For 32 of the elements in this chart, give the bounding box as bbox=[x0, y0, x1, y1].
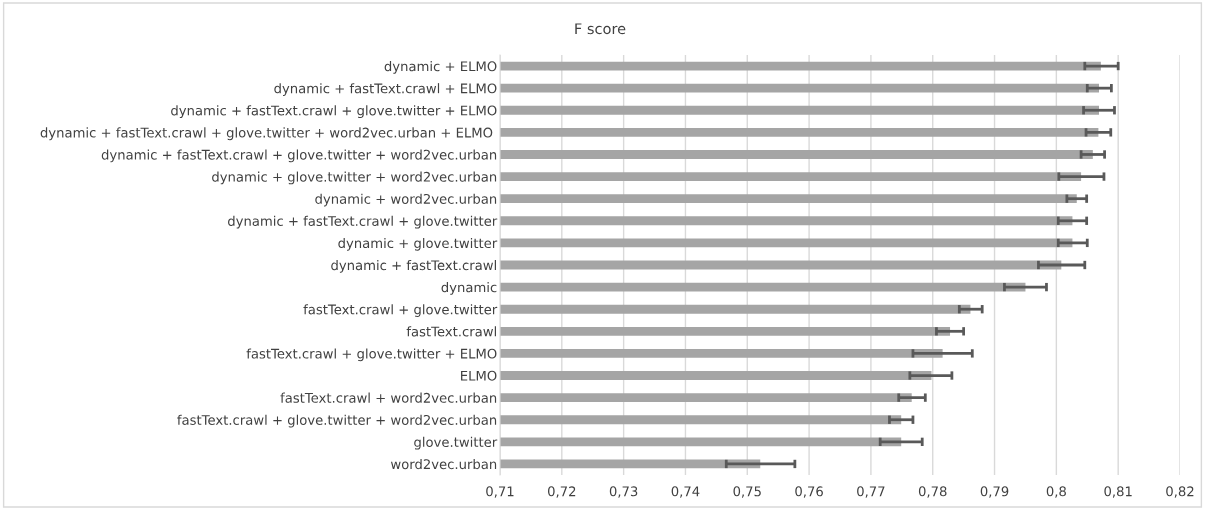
y-tick-label: fastText.crawl + glove.twitter bbox=[303, 304, 498, 317]
x-tick-label: 0,78 bbox=[918, 486, 947, 498]
x-tick-label: 0,77 bbox=[857, 486, 885, 498]
y-tick-label: dynamic + ELMO bbox=[384, 61, 497, 74]
y-tick-label: glove.twitter bbox=[414, 436, 498, 450]
y-tick-label: dynamic + fastText.crawl bbox=[331, 259, 496, 273]
y-tick-label: dynamic + glove.twitter + word2vec.urban bbox=[212, 171, 497, 185]
y-tick-label: dynamic + word2vec.urban bbox=[315, 193, 497, 207]
x-tick-label: 0,8 bbox=[1046, 486, 1066, 498]
y-tick-label: fastText.crawl + glove.twitter + ELMO bbox=[246, 348, 497, 362]
y-tick-label: dynamic + glove.twitter bbox=[338, 237, 498, 251]
y-tick-label: word2vec.urban bbox=[390, 458, 497, 470]
y-tick-label: dynamic + fastText.crawl + glove.twitter + word2vec.urban + ELMO bbox=[40, 127, 493, 141]
x-tick-label: 0,75 bbox=[733, 486, 761, 498]
x-tick-label: 0,76 bbox=[795, 486, 823, 498]
x-tick-label: 0,81 bbox=[1104, 486, 1132, 498]
y-tick-label: dynamic + fastText.crawl + glove.twitter + ELMO bbox=[171, 105, 497, 119]
x-tick-label: 0,71 bbox=[486, 486, 514, 498]
y-tick-label: dynamic + fastText.crawl + glove.twitter + word2vec.urban bbox=[101, 149, 497, 163]
y-tick-label: fastText.crawl + word2vec.urban bbox=[280, 392, 497, 403]
x-tick-label: 0,82 bbox=[1166, 486, 1194, 498]
y-tick-label: dynamic + fastText.crawl + glove.twitter bbox=[228, 215, 498, 229]
chart-title: F score bbox=[575, 23, 626, 35]
y-tick-label: dynamic + fastText.crawl + ELMO bbox=[274, 83, 497, 96]
x-tick-label: 0,73 bbox=[609, 486, 638, 498]
x-tick-label: 0,79 bbox=[980, 486, 1009, 498]
y-tick-label: fastText.crawl bbox=[406, 326, 496, 337]
x-tick-label: 0,72 bbox=[548, 486, 576, 498]
y-tick-label: fastText.crawl + glove.twitter + word2vec.urban bbox=[177, 414, 497, 428]
y-tick-label: dynamic bbox=[441, 282, 497, 295]
x-tick-label: 0,74 bbox=[671, 486, 700, 498]
y-tick-label: ELMO bbox=[461, 370, 497, 381]
